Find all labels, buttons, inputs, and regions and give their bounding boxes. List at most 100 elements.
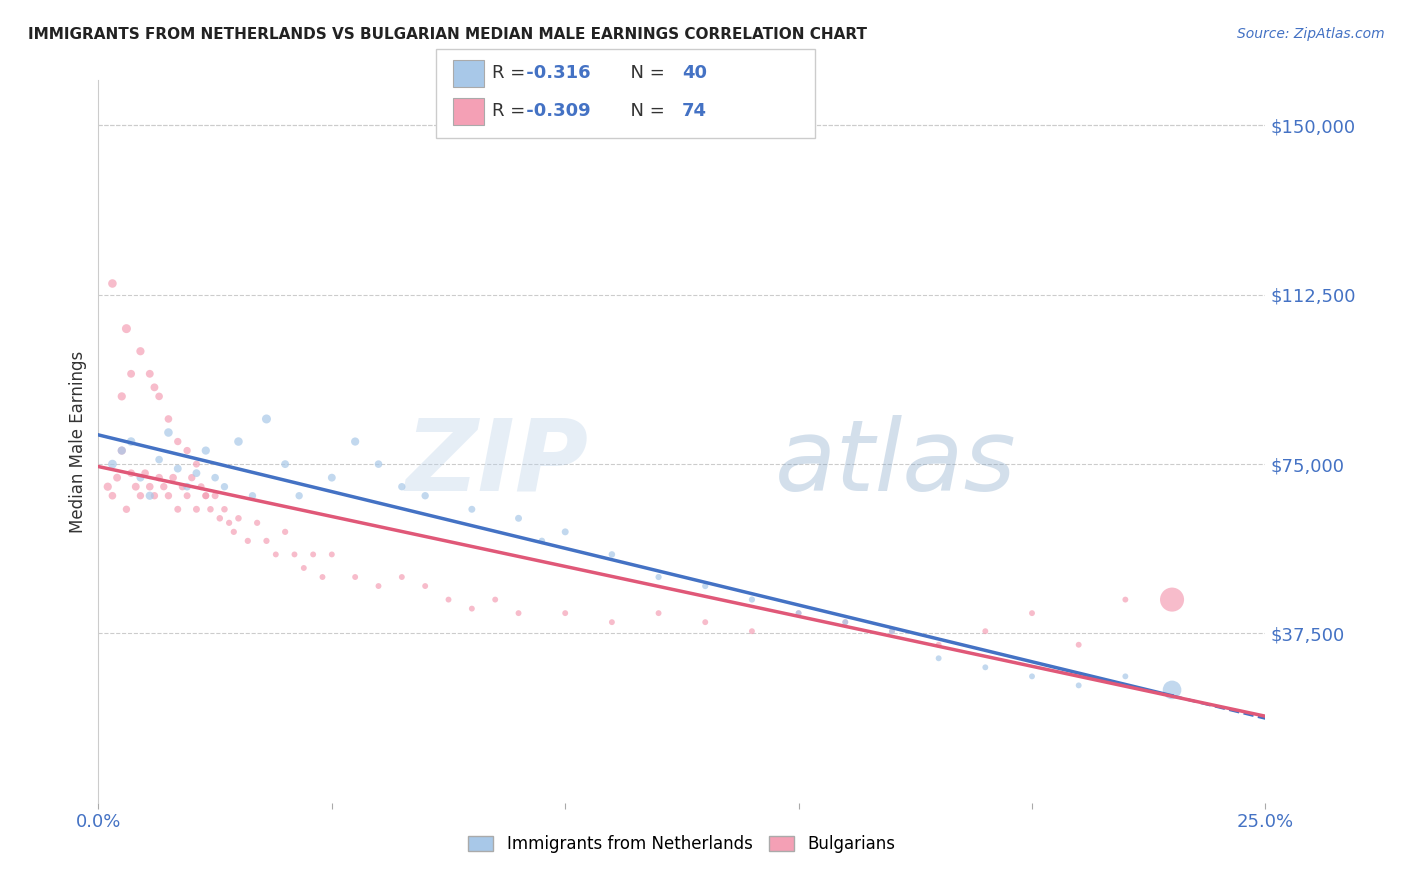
Point [741,624,763,639]
Point [157,489,180,503]
Point [111,443,134,458]
Point [321,548,343,562]
Point [101,489,124,503]
Point [461,601,484,615]
Point [143,380,166,394]
Text: atlas: atlas [775,415,1017,512]
Text: R =: R = [492,103,531,120]
Point [274,457,297,471]
Point [180,470,202,484]
Point [190,480,212,494]
Point [695,615,717,630]
Point [437,592,460,607]
Text: IMMIGRANTS FROM NETHERLANDS VS BULGARIAN MEDIAN MALE EARNINGS CORRELATION CHART: IMMIGRANTS FROM NETHERLANDS VS BULGARIAN… [28,27,868,42]
Point [218,516,240,530]
Point [129,489,152,503]
Point [120,434,142,449]
Text: R =: R = [492,64,531,82]
Point [928,651,950,665]
Point [111,443,134,458]
Point [834,615,856,630]
Point [120,466,142,480]
Point [391,570,413,584]
Point [302,548,325,562]
Point [172,480,194,494]
Point [880,624,903,639]
Point [214,502,236,516]
Point [391,480,413,494]
Point [1021,606,1043,620]
Point [228,511,250,525]
Point [367,579,389,593]
Point [321,470,343,484]
Point [647,606,669,620]
Point [508,606,530,620]
Point [186,457,208,471]
Point [264,548,287,562]
Point [741,592,763,607]
Point [139,480,162,494]
Text: 40: 40 [682,64,707,82]
Point [695,579,717,593]
Point [105,470,128,484]
Point [256,533,278,548]
Point [166,461,188,475]
Point [554,524,576,539]
Point [111,389,134,403]
Point [283,548,305,562]
Point [176,480,198,494]
Point [484,592,506,607]
Point [600,615,623,630]
Point [200,502,222,516]
Point [242,489,264,503]
Point [186,502,208,516]
Point [1114,592,1136,607]
Point [157,425,180,440]
Point [834,615,856,630]
Text: -0.316: -0.316 [520,64,591,82]
Point [194,489,217,503]
Point [600,548,623,562]
Point [228,434,250,449]
Point [1161,682,1184,697]
Point [292,561,315,575]
Point [148,452,170,467]
Point [186,466,208,480]
Point [134,466,156,480]
Point [176,443,198,458]
Point [204,489,226,503]
Point [554,606,576,620]
Point [236,533,259,548]
Point [928,638,950,652]
Text: 74: 74 [682,103,707,120]
Text: ZIP: ZIP [405,415,589,512]
Point [166,434,188,449]
Point [246,516,269,530]
Point [214,480,236,494]
Point [1161,592,1184,607]
Text: N =: N = [619,103,671,120]
Point [413,579,436,593]
Point [176,489,198,503]
Point [413,489,436,503]
Point [120,367,142,381]
Point [1067,678,1090,692]
Point [166,502,188,516]
Point [204,470,226,484]
Point [139,367,162,381]
Point [148,470,170,484]
Point [222,524,245,539]
Point [152,480,174,494]
Point [208,511,231,525]
Point [787,606,810,620]
Point [1021,669,1043,683]
Text: Source: ZipAtlas.com: Source: ZipAtlas.com [1237,27,1385,41]
Point [461,502,484,516]
Y-axis label: Median Male Earnings: Median Male Earnings [69,351,87,533]
Point [129,344,152,359]
Text: -0.309: -0.309 [520,103,591,120]
Point [97,480,120,494]
Point [288,489,311,503]
Point [647,570,669,584]
Point [311,570,333,584]
